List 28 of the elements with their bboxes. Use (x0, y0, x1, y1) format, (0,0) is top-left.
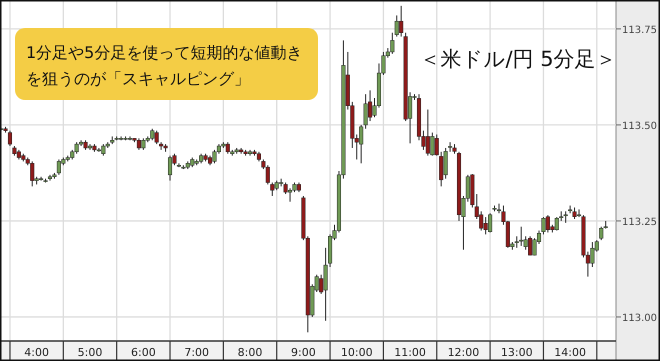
candlestick (292, 182, 297, 193)
x-tick-label: 6:00 (130, 346, 156, 359)
x-tick-label: 11:00 (394, 346, 426, 359)
x-tick-label: 4:00 (24, 346, 49, 359)
candlestick (256, 151, 261, 162)
x-tick-label: 13:00 (500, 346, 533, 359)
candlestick (208, 155, 212, 166)
candlestick (496, 203, 502, 214)
y-tick-label: 113.50 (622, 120, 657, 132)
candlestick (8, 130, 12, 147)
candlestick (452, 144, 457, 154)
y-tick-label: 113.75 (622, 24, 657, 36)
annotation: 1分足や5分足を使って短期的な値動きを狙うのが「スキャルピング」 (26, 43, 302, 88)
x-tick-label: 8:00 (238, 346, 262, 359)
x-tick-label: 10:00 (340, 346, 373, 359)
text: ＜米ドル/円 5分足＞ (419, 47, 617, 71)
x-tick-label: 12:00 (448, 346, 480, 359)
x-tick-label: 7:00 (184, 346, 210, 359)
annotation: 1分足や5分足を使って短期的な値動きを狙うのが「スキャルピング」 (15, 28, 318, 100)
x-tick-label: 9:00 (291, 346, 316, 359)
candlestick (296, 182, 302, 193)
candlestick (212, 149, 217, 164)
y-tick-label: 113.25 (622, 216, 657, 228)
candlestick (168, 155, 172, 182)
y-tick-label: 113.00 (622, 312, 657, 324)
x-tick-label: 14:00 (554, 346, 586, 359)
candlestick (572, 206, 577, 220)
x-tick-label: 5:00 (78, 346, 102, 359)
